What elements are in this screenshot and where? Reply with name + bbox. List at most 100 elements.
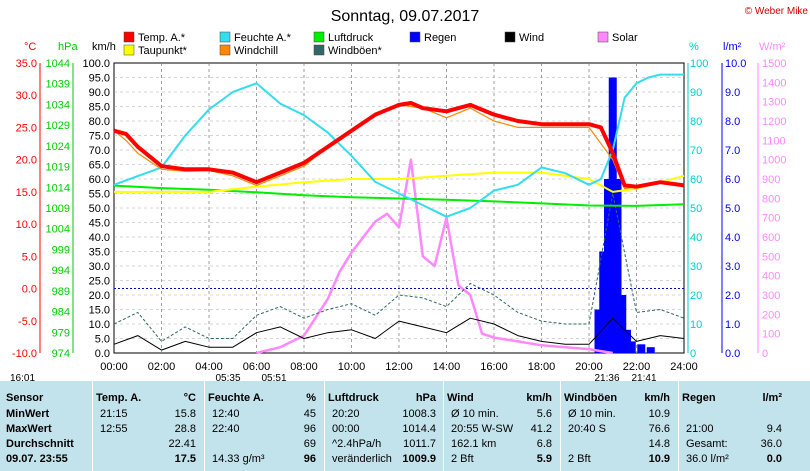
axis-tick-label: 200 [762,309,780,321]
axis-tick-label: 50.0 [89,203,110,215]
series-line-taupunkt [114,171,685,193]
axis-tick-label: 979 [52,327,70,339]
axis-tick-label: 40.0 [89,232,110,244]
axis-tick-label: 8.0 [725,116,740,128]
table-row-label: Durchschnitt [6,438,74,450]
table-cell-label: 14.33 g/m³ [212,453,265,465]
axis-tick-label: 1004 [46,224,70,236]
table-cell-value: 17.5 [174,453,196,465]
axis-tick-label: 95.0 [89,73,110,85]
axis-tick-label: 100.0 [82,58,110,70]
axis-tick-label: 1009 [46,203,70,215]
rain-bar [599,251,608,353]
table-unit: l/m² [762,392,782,404]
axis-tick-label: 1100 [762,135,786,147]
axis-tick-label: 60.0 [89,174,110,186]
table-cell-label: Gesamt: [686,438,728,450]
legend-label: Feuchte A.* [234,32,292,44]
rain-bar [627,341,636,353]
table-cell-label: 21:15 [100,408,128,420]
axis-tick-label: 989 [52,286,70,298]
axis-tick-label: 100 [762,329,780,341]
table-cell-value: 36.0 [760,438,782,450]
table-cell-value: 69 [303,438,316,450]
axis-tick-label: 1014 [46,182,70,194]
legend-label: Windchill [234,45,278,57]
table-cell-value: 10.9 [648,408,670,420]
axis-tick-label: 90.0 [89,87,110,99]
legend-swatch [123,31,135,43]
axis-tick-label: 1044 [46,58,70,70]
axis-tick-label: 5.0 [725,203,740,215]
legend-label: Taupunkt* [138,45,188,57]
table-cell-value: 5.9 [536,453,552,465]
axis-tick-label: 700 [762,213,780,225]
stats-table: Sensor MinWert MaxWert Durchschnitt 09.07. 2… [0,381,810,471]
rain-bar [637,344,646,353]
axis-tick-label: 1500 [762,58,786,70]
rain-bar [646,347,655,353]
rain-bar [594,309,603,353]
table-cell-label: 36.0 l/m² [686,453,729,465]
table-cell-value: 1008.3 [402,408,436,420]
axis-tick-label: 1019 [46,162,70,174]
table-cell-label: 162.1 km [451,438,497,450]
table-header: Wind [447,392,474,404]
axis-tick-label: 500 [762,251,780,263]
table-row-label: MinWert [6,408,50,420]
axis-tick-label: 35.0 [89,247,110,259]
axis-tick-label: 999 [52,244,70,256]
axis-tick-label: 85.0 [89,102,110,114]
table-divider [204,381,205,471]
axis-tick-label: 20.0 [89,290,110,302]
legend-label: Regen [424,32,456,44]
table-cell-label: ^2.4hPa/h [332,438,382,450]
axis-tick-label: 3.0 [725,261,740,273]
series-line-solar [256,158,613,355]
legend-label: Windböen* [328,45,383,57]
series-line-tempa [113,101,685,189]
table-header: Sensor [6,392,44,404]
time-marker: 16:01 [10,373,35,381]
table-cell-value: 15.8 [174,408,196,420]
axis-tick-label: 1.0 [725,319,740,331]
axis-tick-label: 974 [52,348,70,360]
table-cell-value: 41.2 [530,423,552,435]
axis-tick-label: 0.0 [95,348,110,360]
table-unit: km/h [644,392,670,404]
axis-tick-label: 7.0 [725,145,740,157]
axis-tick-label: 25.0 [16,122,37,134]
axis-tick-label: 20.0 [16,155,37,167]
table-cell-label: 2 Bft [451,453,474,465]
axis-tick-label: 70.0 [89,145,110,157]
rain-bar [613,179,622,353]
axis-tick-label: 5.0 [22,251,37,263]
table-cell-label: 22:40 [212,423,240,435]
time-marker: 21:41 [631,373,656,381]
axis-tick-label: 1400 [762,77,786,89]
table-cell-value: 5.6 [536,408,552,420]
axis-tick-label: 25.0 [89,276,110,288]
legend-swatch [504,31,516,43]
table-cell-value: 1009.9 [402,453,436,465]
table-cell-label: 20:20 [332,408,360,420]
time-marker: 21:36 [594,373,619,381]
x-tick-label: 08:00 [290,361,318,373]
axis-tick-label: 30 [690,261,702,273]
axis-unit-4: l/m² [723,41,742,53]
axis-tick-label: 10 [690,319,702,331]
table-divider [560,381,561,471]
x-tick-label: 06:00 [243,361,271,373]
time-marker: 05:35 [215,373,240,381]
x-tick-label: 18:00 [528,361,556,373]
table-cell-label: Ø 10 min. [568,408,616,420]
axis-tick-label: 50 [690,203,702,215]
rain-bar [604,179,612,353]
table-header: Luftdruck [328,392,379,404]
axis-tick-label: 60 [690,174,702,186]
table-divider [324,381,325,471]
axis-tick-label: 1024 [46,141,70,153]
series-line-feuchtea [113,73,684,218]
axis-tick-label: 15.0 [16,187,37,199]
axis-tick-label: 600 [762,232,780,244]
